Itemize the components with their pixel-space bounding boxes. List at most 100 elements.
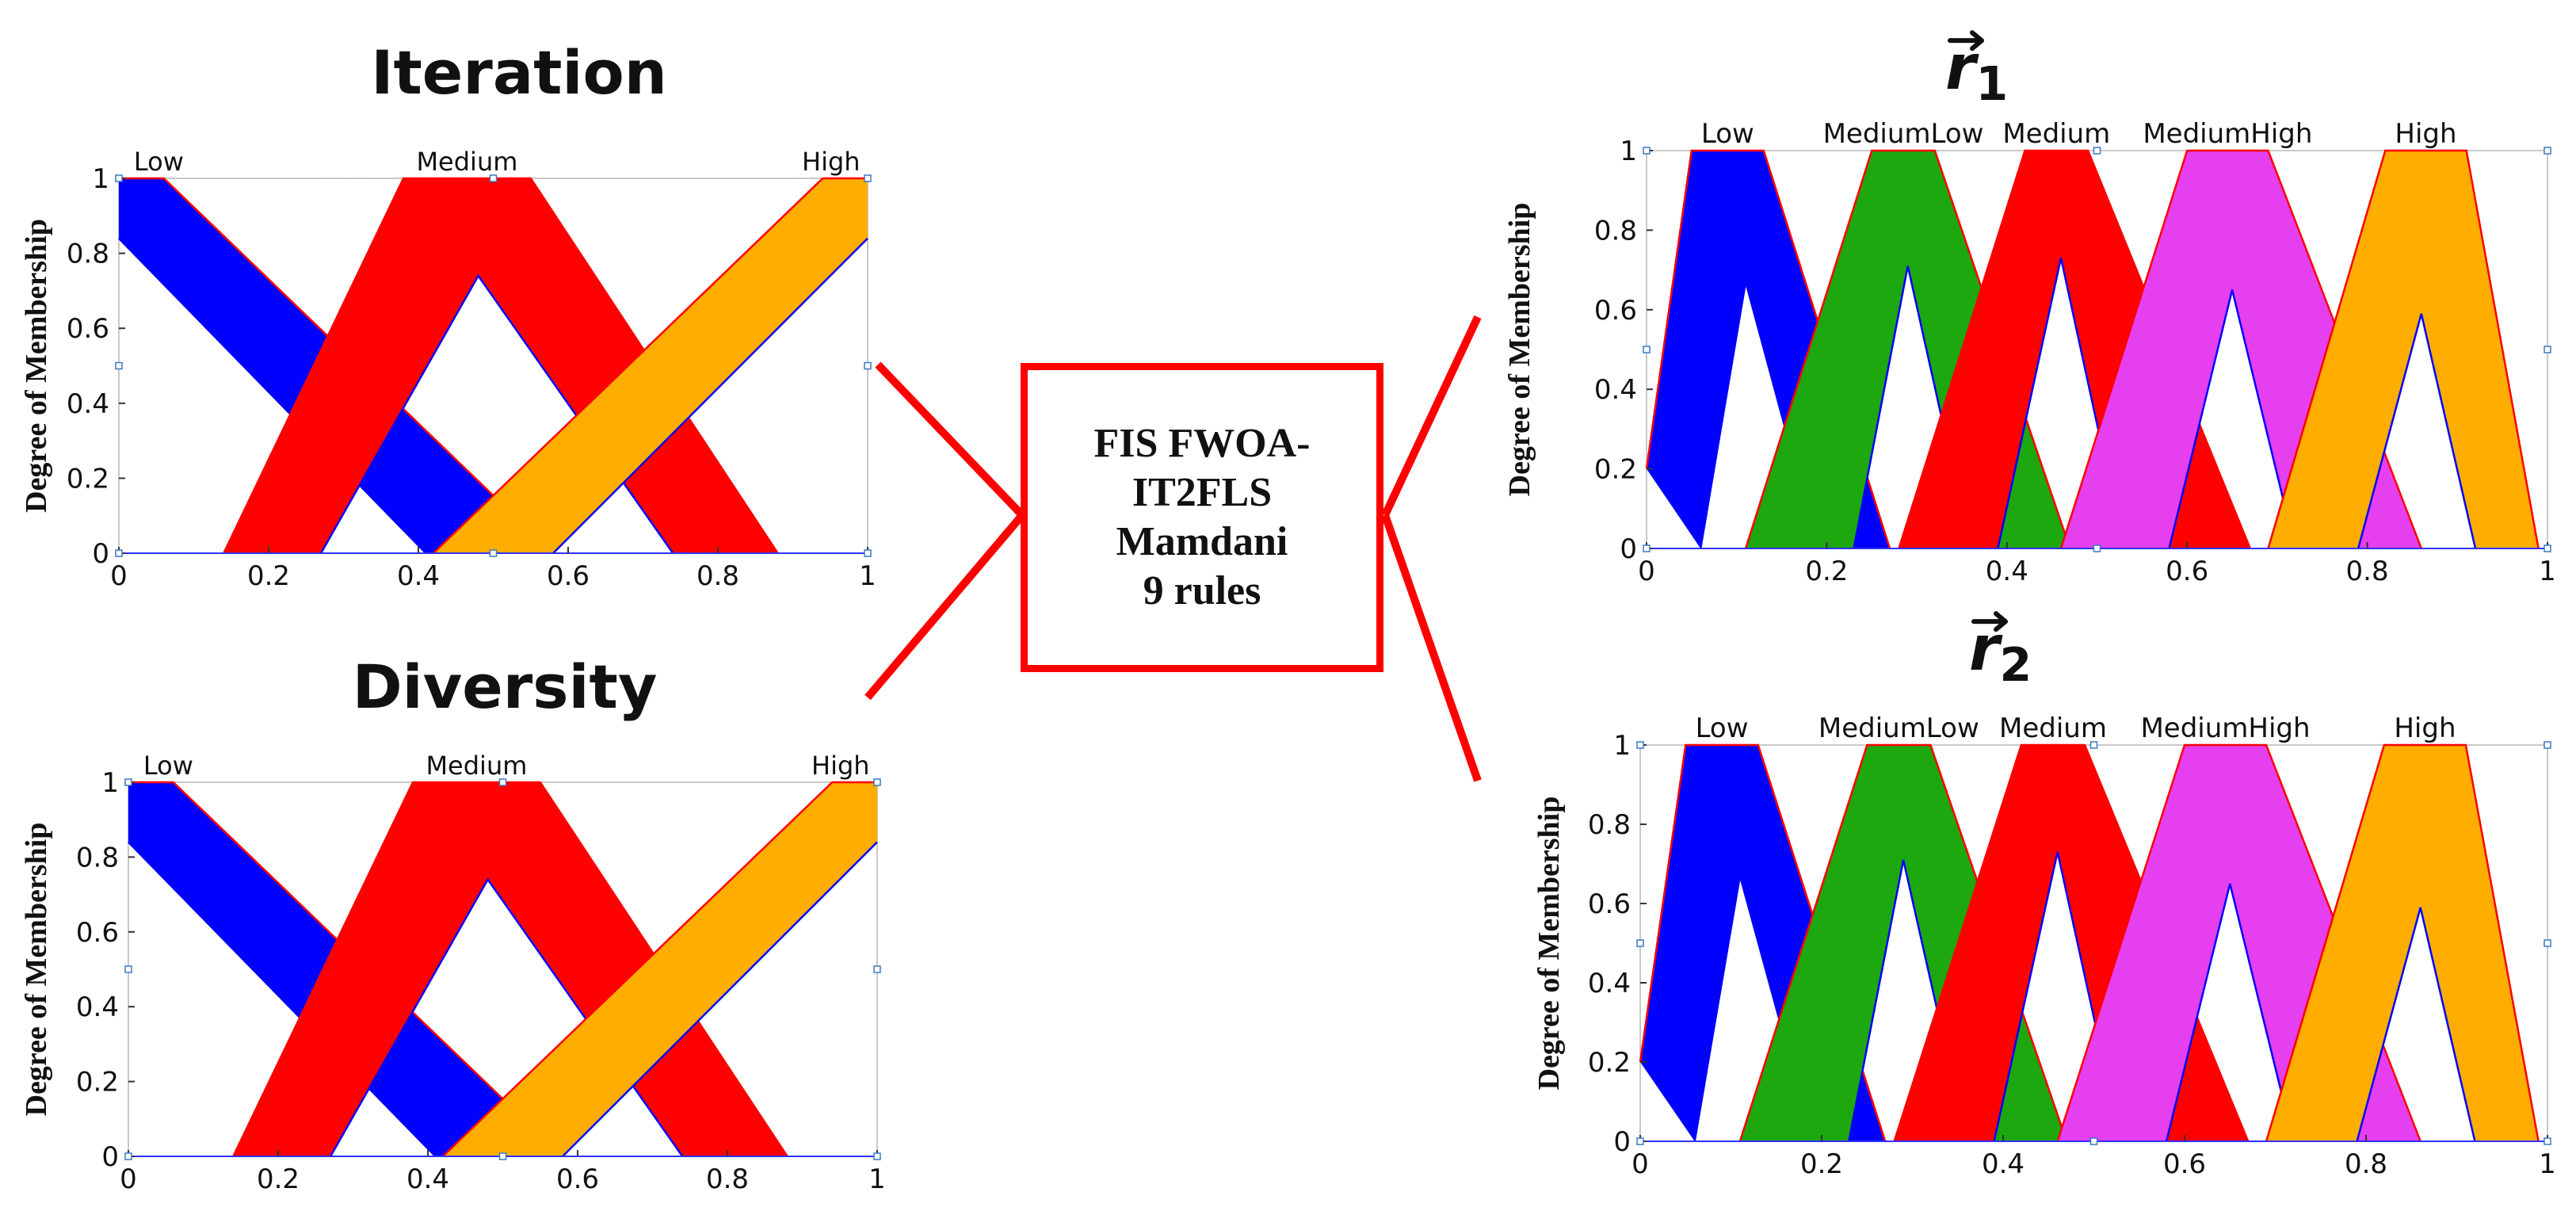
x-tick-label: 0.8 — [696, 560, 739, 592]
selection-handle[interactable] — [873, 965, 881, 973]
y-tick-label: 1 — [1613, 730, 1631, 762]
connectors — [864, 315, 1482, 782]
selection-handle[interactable] — [2544, 1137, 2551, 1145]
mf-label-medium: Medium — [1999, 713, 2107, 744]
selection-handle[interactable] — [864, 174, 872, 182]
selection-handle[interactable] — [489, 174, 498, 182]
x-tick-label: 0.4 — [406, 1163, 449, 1195]
fis-line-4: 9 rules — [1143, 568, 1261, 613]
selection-handle[interactable] — [2544, 544, 2551, 552]
mf-label-mediumlow: MediumLow — [1818, 713, 1979, 744]
selection-handle[interactable] — [1643, 147, 1651, 155]
x-tick-label: 1 — [868, 1163, 886, 1195]
y-tick-label: 0.4 — [1594, 374, 1637, 406]
connector-diversity — [864, 512, 1025, 701]
mf-label-medium: Medium — [416, 147, 517, 177]
x-tick-label: 0.4 — [1986, 556, 2028, 587]
chart-title: r1 — [1945, 32, 2008, 111]
mf-lower-low — [128, 841, 437, 1157]
mf-label-low: Low — [1701, 118, 1754, 150]
mf-upper-high — [2265, 743, 2540, 1142]
selection-handle[interactable] — [115, 174, 123, 182]
selection-handle[interactable] — [115, 549, 123, 557]
y-tick-label: 1 — [92, 163, 109, 195]
mf-lower-mediumhigh — [2165, 883, 2295, 1142]
mf-label-medium: Medium — [426, 751, 527, 781]
selection-handle[interactable] — [2093, 544, 2101, 552]
fis-line-1: FIS FWOA- — [1093, 421, 1311, 466]
mf-upper-low — [128, 781, 563, 1157]
y-tick-label: 0.6 — [76, 917, 119, 949]
mf-band-high — [442, 782, 877, 1156]
mf-lower-high — [2356, 907, 2476, 1142]
y-tick-label: 1 — [1620, 136, 1637, 167]
x-tick-label: 0 — [110, 560, 128, 592]
chart-iteration: Low Medium High 0 0.2 0.4 0.6 0.8 1 0 0.2 0.4 0.6 0.8… — [20, 37, 876, 592]
chart-r1: Low MediumLow Medium MediumHigh High 0 0.2 0.4 0… — [1503, 30, 2556, 587]
selection-handle[interactable] — [2544, 147, 2551, 155]
x-tick-label: 1 — [859, 560, 876, 592]
selection-handle[interactable] — [115, 361, 123, 370]
selection-handle[interactable] — [498, 778, 507, 786]
y-tick-label: 0.4 — [1588, 968, 1631, 999]
vector-arrow-icon — [1948, 30, 1984, 52]
selection-handle[interactable] — [489, 549, 498, 557]
selection-handle[interactable] — [2544, 346, 2551, 353]
x-tick-label: 0.6 — [2166, 556, 2208, 587]
selection-handle[interactable] — [124, 965, 132, 973]
y-tick-label: 0 — [1620, 533, 1637, 565]
selection-handle[interactable] — [2093, 147, 2101, 155]
selection-handle[interactable] — [498, 1152, 507, 1160]
selection-handle[interactable] — [2089, 741, 2098, 749]
mf-label-high: High — [811, 751, 870, 781]
x-tick-label: 0.6 — [547, 560, 590, 592]
selection-handle[interactable] — [2089, 1137, 2098, 1145]
y-tick-label: 0.8 — [1588, 809, 1631, 841]
y-tick-label: 0.4 — [67, 388, 109, 420]
y-tick-label: 0.4 — [76, 991, 119, 1023]
chart-diversity: Low Medium High 0 0.2 0.4 0.6 0.8 1 0 0.2 0.4 0.6 0.8… — [20, 651, 886, 1195]
y-tick-label: 0 — [1613, 1126, 1631, 1158]
x-tick-label: 0.2 — [1805, 556, 1848, 587]
y-axis-label: Degree of Membership — [20, 823, 53, 1117]
x-tick-label: 0 — [1638, 556, 1655, 587]
y-tick-label: 1 — [101, 767, 119, 799]
x-tick-label: 0.6 — [556, 1163, 599, 1195]
selection-handle[interactable] — [124, 778, 132, 786]
selection-handle[interactable] — [124, 1152, 132, 1160]
y-tick-label: 0.2 — [1588, 1047, 1631, 1079]
mf-label-mediumhigh: MediumHigh — [2140, 713, 2310, 744]
mf-band-high — [2268, 151, 2539, 548]
selection-handle[interactable] — [1643, 346, 1651, 353]
selection-handle[interactable] — [1636, 741, 1644, 749]
y-tick-label: 0.8 — [1594, 215, 1637, 246]
x-tick-label: 0.8 — [2345, 1148, 2387, 1180]
x-tick-label: 0.2 — [247, 560, 290, 592]
fis-line-2: IT2FLS — [1132, 470, 1273, 515]
selection-handle[interactable] — [2544, 741, 2551, 749]
selection-handle[interactable] — [864, 549, 872, 557]
connector-r2 — [1381, 514, 1482, 782]
x-tick-label: 0.4 — [1982, 1148, 2025, 1180]
selection-handle[interactable] — [1636, 1137, 1644, 1145]
selection-handle[interactable] — [864, 361, 872, 370]
mf-label-medium: Medium — [2002, 118, 2110, 150]
mf-upper-high — [2267, 149, 2540, 549]
selection-handle[interactable] — [1643, 544, 1651, 552]
selection-handle[interactable] — [873, 1152, 881, 1160]
y-tick-label: 0.6 — [1588, 888, 1631, 920]
x-tick-label: 0.8 — [2346, 556, 2389, 587]
vector-arrow-icon — [1971, 611, 2008, 632]
mf-band-high — [433, 178, 868, 553]
selection-handle[interactable] — [2544, 939, 2551, 947]
y-tick-label: 0 — [101, 1141, 119, 1173]
mf-label-low: Low — [143, 751, 193, 781]
x-tick-label: 0 — [1631, 1148, 1649, 1180]
fis-line-3: Mamdani — [1116, 519, 1288, 564]
mf-upper-high — [442, 781, 877, 1157]
mf-lower-high — [2357, 313, 2477, 549]
selection-handle[interactable] — [873, 778, 881, 786]
selection-handle[interactable] — [1636, 939, 1644, 947]
y-axis-label: Degree of Membership — [1503, 203, 1536, 497]
